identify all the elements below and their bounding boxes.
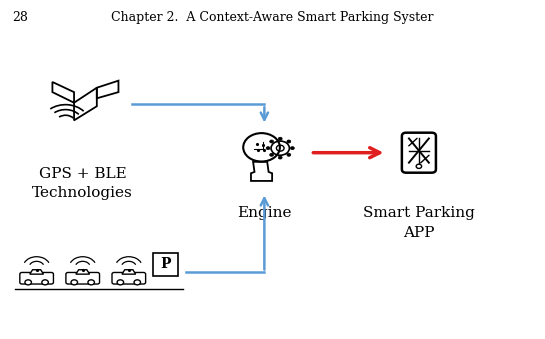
Circle shape [290, 147, 294, 149]
Circle shape [25, 280, 32, 285]
Circle shape [117, 280, 124, 285]
Circle shape [287, 153, 291, 156]
Polygon shape [122, 270, 136, 274]
Circle shape [278, 137, 282, 140]
Polygon shape [76, 270, 89, 274]
Text: P: P [160, 258, 171, 272]
Circle shape [88, 280, 94, 285]
Polygon shape [30, 270, 44, 274]
Circle shape [287, 140, 291, 143]
FancyBboxPatch shape [66, 273, 100, 284]
Text: Smart Parking
APP: Smart Parking APP [363, 206, 475, 240]
FancyBboxPatch shape [20, 273, 53, 284]
Text: Engine: Engine [237, 206, 292, 220]
FancyBboxPatch shape [112, 273, 146, 284]
Text: 28: 28 [12, 12, 28, 24]
Circle shape [270, 140, 274, 143]
Circle shape [71, 280, 77, 285]
FancyBboxPatch shape [153, 253, 178, 276]
Text: Chapter 2.  A Context-Aware Smart Parking Syster: Chapter 2. A Context-Aware Smart Parking… [111, 12, 434, 24]
Text: GPS + BLE
Technologies: GPS + BLE Technologies [32, 167, 133, 200]
FancyBboxPatch shape [402, 133, 436, 173]
Circle shape [134, 280, 141, 285]
Circle shape [42, 280, 49, 285]
Circle shape [270, 153, 274, 156]
Circle shape [278, 156, 282, 159]
Circle shape [266, 147, 270, 149]
